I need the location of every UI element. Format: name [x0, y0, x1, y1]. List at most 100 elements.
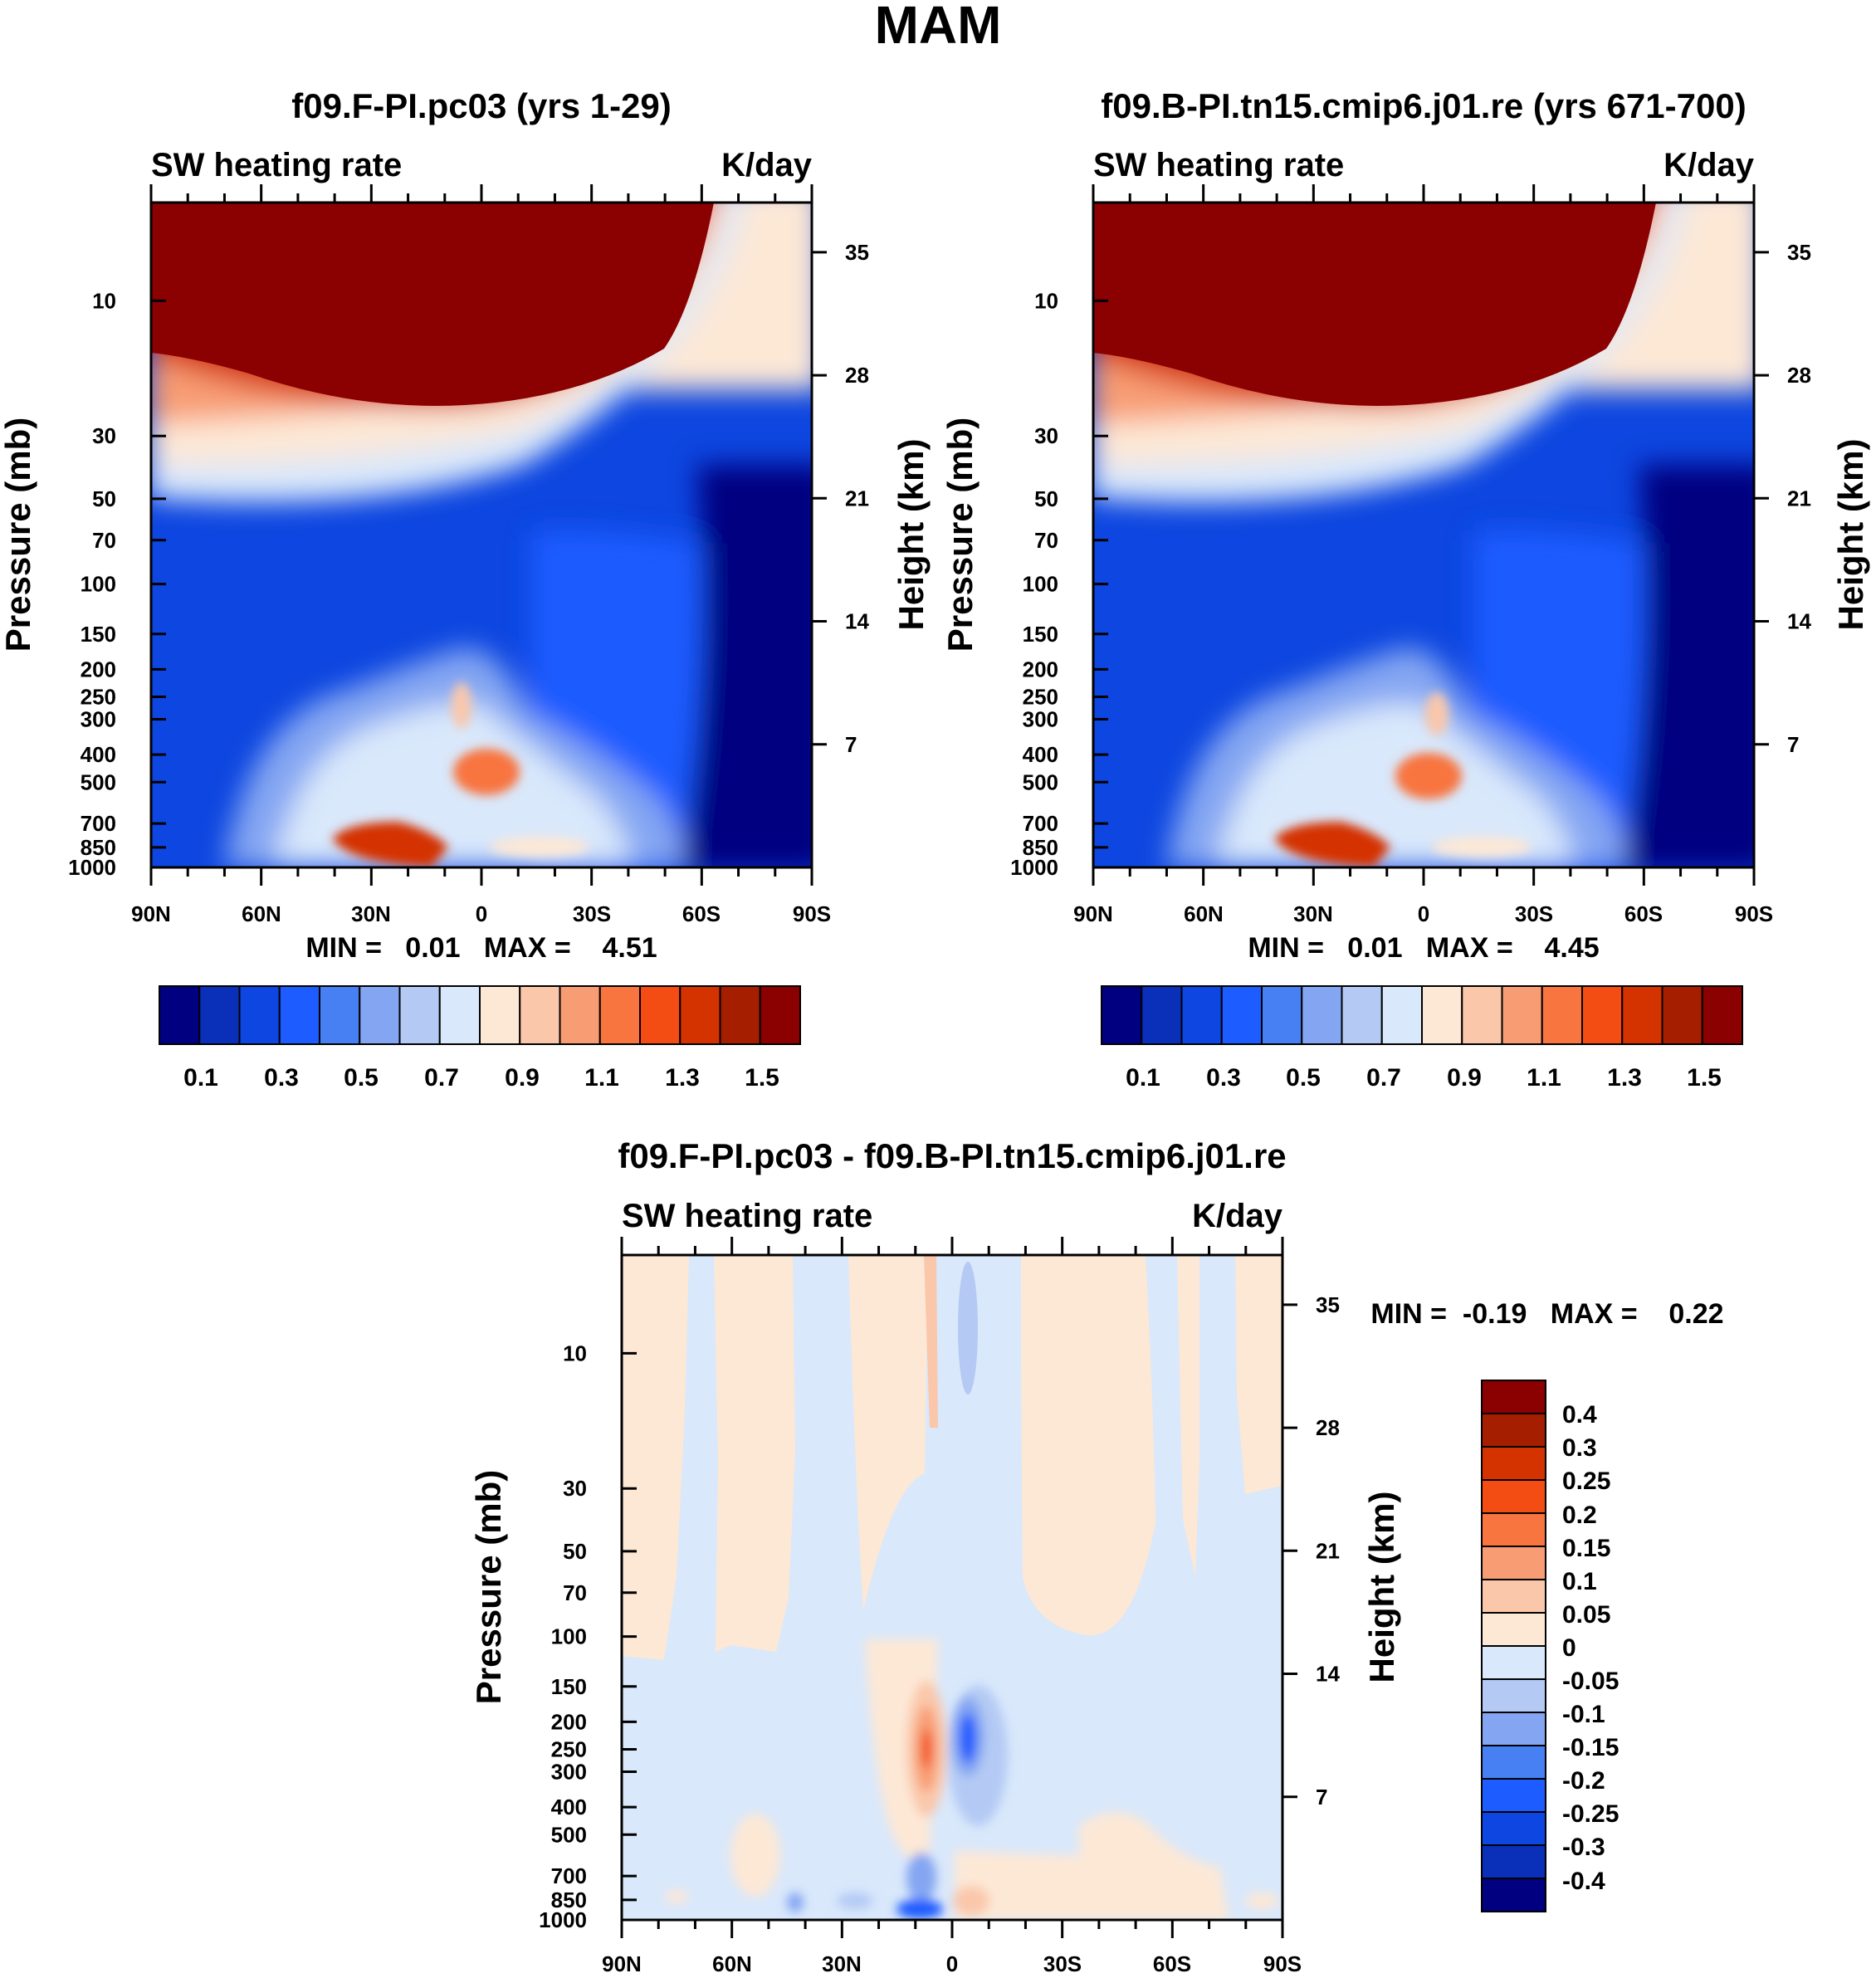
y-tick-label: 250 — [1023, 685, 1058, 710]
x-tick-label: 0 — [476, 901, 487, 926]
contour-field — [151, 203, 812, 867]
y2-tick-label: 7 — [1787, 732, 1799, 757]
colorbar-label: 1.3 — [1607, 1064, 1642, 1092]
colorbar-label: -0.25 — [1562, 1800, 1619, 1828]
y-tick-label: 700 — [551, 1863, 587, 1888]
colorbar-box — [1481, 1645, 1546, 1680]
x-tick-label: 0 — [946, 1951, 958, 1976]
min-max-readout: MIN = 0.01 MAX = 4.45 — [1248, 932, 1599, 964]
y2-tick-label: 28 — [1787, 363, 1811, 388]
y-tick-label: 1000 — [1010, 855, 1058, 880]
y-tick-label: 70 — [1034, 528, 1058, 553]
figure-title: MAM — [875, 0, 1002, 55]
y-tick-label: 50 — [563, 1539, 587, 1564]
y-tick-label: 30 — [563, 1476, 587, 1501]
colorbar-box — [1481, 1612, 1546, 1647]
x-tick-label: 0 — [1418, 901, 1429, 926]
y-tick-label: 30 — [92, 423, 116, 448]
colorbar-box — [1481, 1678, 1546, 1713]
y2-tick-label: 14 — [1787, 609, 1811, 634]
y-tick-label: 1000 — [68, 855, 116, 880]
colorbar-box — [359, 985, 401, 1045]
colorbar-label: 1.3 — [665, 1064, 700, 1092]
y-tick-label: 100 — [551, 1624, 587, 1649]
y-axis-label: Pressure (mb) — [0, 418, 37, 652]
y-tick-label: 10 — [1034, 288, 1058, 313]
y-tick-label: 150 — [1023, 622, 1058, 647]
x-tick-label: 90S — [1735, 901, 1773, 926]
colorbar-box — [1501, 985, 1543, 1045]
panel-title: f09.F-PI.pc03 - f09.B-PI.tn15.cmip6.j01.… — [618, 1136, 1286, 1175]
colorbar-label: 0.4 — [1562, 1401, 1597, 1429]
y-tick-label: 300 — [1023, 707, 1058, 732]
x-tick-label: 30S — [1515, 901, 1553, 926]
colorbar — [1101, 985, 1743, 1045]
colorbar-box — [559, 985, 601, 1045]
y-axis-label: Pressure (mb) — [940, 418, 980, 652]
y-tick-label: 250 — [81, 685, 116, 710]
colorbar-box — [1421, 985, 1463, 1045]
colorbar-box — [1341, 985, 1383, 1045]
y2-tick-label: 7 — [1316, 1785, 1327, 1810]
colorbar-label: -0.15 — [1562, 1734, 1619, 1761]
y2-tick-label: 28 — [1316, 1415, 1340, 1440]
colorbar-box — [1481, 1778, 1546, 1813]
colorbar-label: 0.2 — [1562, 1502, 1597, 1529]
colorbar-label: 1.5 — [745, 1064, 779, 1092]
colorbar-label: 0.5 — [344, 1064, 379, 1092]
colorbar-box — [319, 985, 361, 1045]
colorbar-labels: 0.1 0.3 0.5 0.7 0.9 1.1 1.3 1.5 — [183, 1064, 779, 1092]
y2-axis-label: Height (km) — [892, 439, 931, 631]
colorbar-labels: 0.4 0.3 0.25 0.2 0.15 0.1 0.05 0 -0.05 -… — [1562, 1401, 1619, 1895]
y-tick-label: 300 — [551, 1760, 587, 1785]
y2-tick-label: 21 — [1787, 486, 1811, 510]
colorbar-box — [1481, 1546, 1546, 1580]
y-tick-label: 700 — [1023, 811, 1058, 836]
y2-tick-label: 35 — [845, 240, 869, 265]
x-tick-label: 30S — [1043, 1951, 1082, 1976]
colorbar-box — [1101, 985, 1143, 1045]
colorbar-label: 0.9 — [1447, 1064, 1482, 1092]
contour-field — [1093, 203, 1754, 867]
x-tick-label: 60N — [712, 1951, 752, 1976]
colorbar-box — [198, 985, 241, 1045]
y-tick-label: 400 — [551, 1795, 587, 1819]
colorbar-label: 0 — [1562, 1634, 1576, 1662]
colorbar-label: 0.1 — [1562, 1568, 1597, 1595]
colorbar-label: 1.5 — [1687, 1064, 1722, 1092]
x-tick-label: 30S — [573, 901, 611, 926]
x-tick-label: 60S — [1624, 901, 1663, 926]
colorbar-box — [1481, 1413, 1546, 1448]
x-tick-label: 60N — [1184, 901, 1224, 926]
colorbar-label: -0.2 — [1562, 1767, 1605, 1795]
colorbar-box — [438, 985, 481, 1045]
colorbar-label: -0.05 — [1562, 1668, 1619, 1695]
colorbar-box — [398, 985, 441, 1045]
y2-tick-label: 35 — [1787, 240, 1811, 265]
y-tick-label: 400 — [1023, 742, 1058, 767]
x-tick-label: 60S — [1153, 1951, 1191, 1976]
y-tick-label: 100 — [1023, 572, 1058, 597]
colorbar-box — [1380, 985, 1423, 1045]
colorbar-box — [598, 985, 641, 1045]
colorbar-label: 0.3 — [1562, 1434, 1597, 1462]
y2-axis: 35 28 21 14 7 — [1282, 1292, 1340, 1810]
x-tick-label: 30N — [1293, 901, 1333, 926]
panel-variable-label: SW heating rate — [1093, 147, 1344, 183]
x-tick-label: 90N — [602, 1951, 642, 1976]
y-tick-label: 10 — [92, 288, 116, 313]
colorbar-box — [1661, 985, 1703, 1045]
min-max-readout: MIN = -0.19 MAX = 0.22 — [1370, 1298, 1723, 1330]
panel-difference: f09.F-PI.pc03 - f09.B-PI.tn15.cmip6.j01.… — [469, 1136, 1724, 1976]
colorbar-box — [1141, 985, 1183, 1045]
y-tick-label: 70 — [563, 1580, 587, 1605]
panel-units-label: K/day — [1663, 147, 1755, 183]
y2-tick-label: 21 — [845, 486, 869, 510]
colorbar-box — [1481, 1878, 1546, 1912]
colorbar-box — [1621, 985, 1663, 1045]
x-axis: 90N 60N 30N 0 30S 60S 90S — [131, 901, 831, 926]
y2-tick-label: 21 — [1316, 1538, 1340, 1563]
y2-axis: 35 28 21 14 7 — [812, 240, 869, 757]
panel-variable-label: SW heating rate — [151, 147, 402, 183]
